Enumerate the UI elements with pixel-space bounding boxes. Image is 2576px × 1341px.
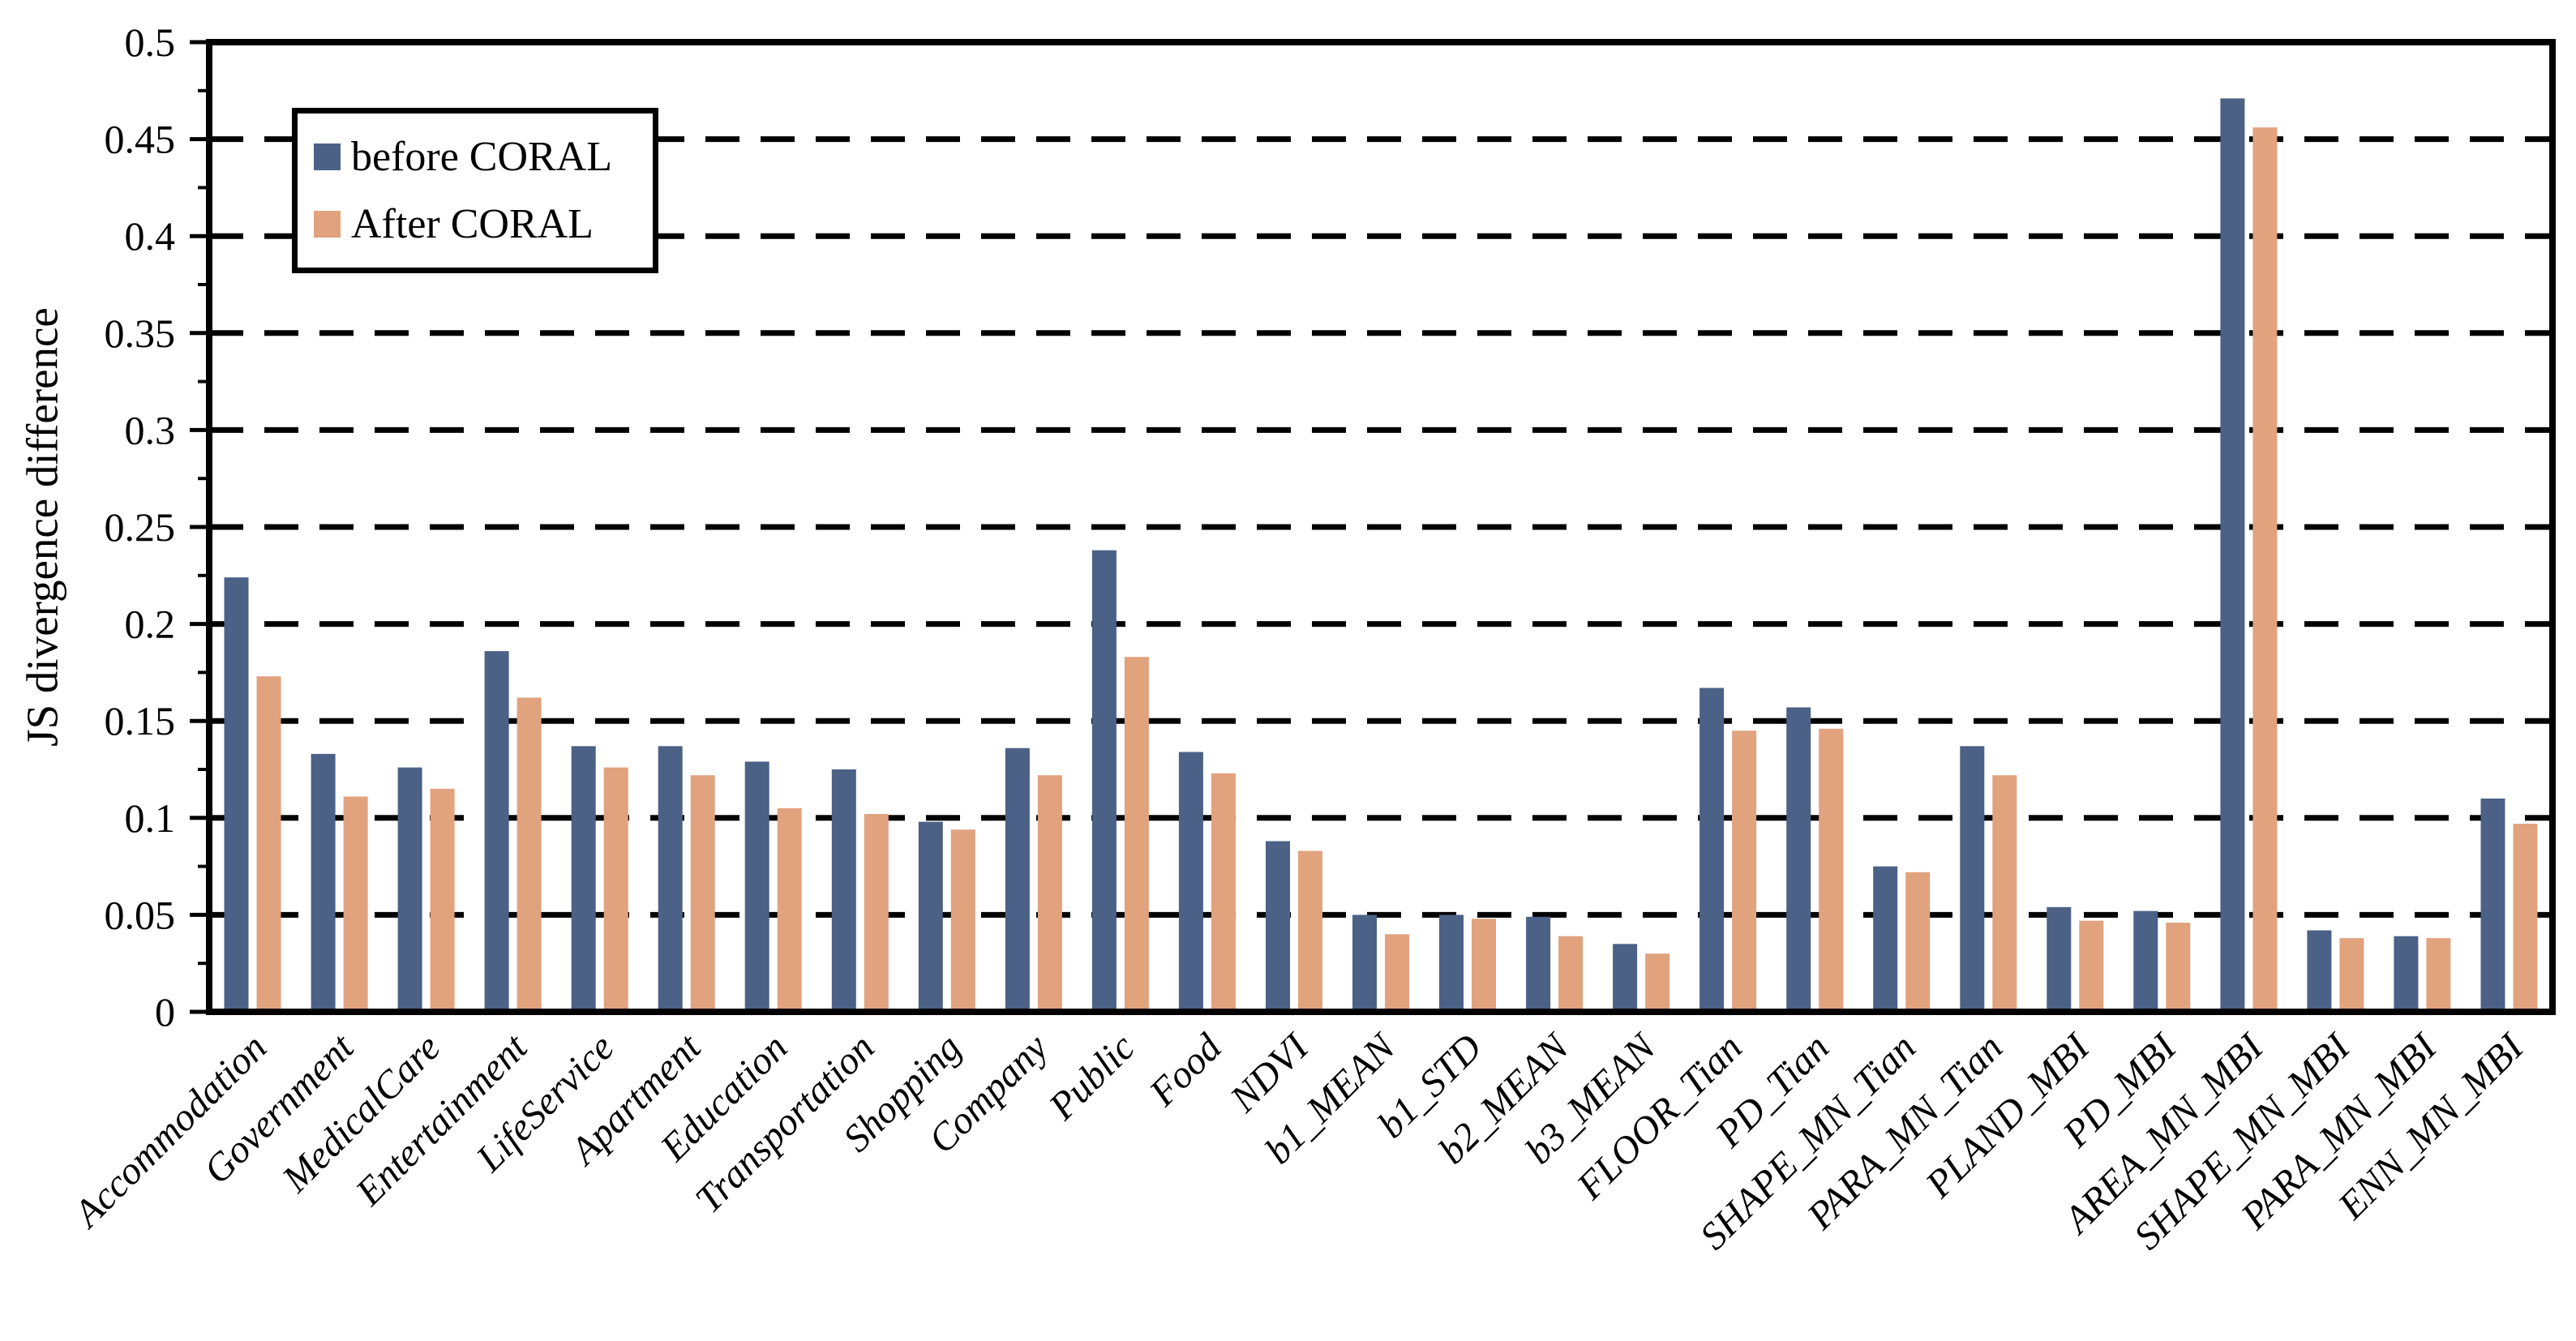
y-tick-label-0.45: 0.45 (105, 117, 176, 162)
y-tick-label-0.4: 0.4 (125, 213, 176, 259)
bar-b3_MEAN-before (1613, 944, 1638, 1012)
bar-Public-before (1091, 550, 1117, 1012)
bar-Company-before (1005, 748, 1030, 1012)
y-tick-label-0.35: 0.35 (105, 311, 176, 356)
y-tick-label-0.3: 0.3 (125, 407, 176, 452)
y-tick-label-0.1: 0.1 (125, 795, 176, 841)
bar-AREA_MN_MBI-after (2252, 127, 2278, 1013)
legend-swatch-before-coral (314, 144, 341, 170)
bar-b1_STD-after (1472, 919, 1496, 1012)
bar-Shopping-after (950, 829, 975, 1012)
bar-Food-before (1178, 752, 1203, 1012)
legend-swatch-after-coral (314, 211, 341, 238)
y-tick-label-0.05: 0.05 (105, 892, 176, 937)
bar-Entertainment-before (484, 651, 509, 1012)
bar-FLOOR_Tian-before (1699, 688, 1725, 1012)
bar-LifeService-before (571, 746, 596, 1012)
bar-PARA_MN_Tian-before (1960, 746, 1985, 1012)
y-tick-label-0.2: 0.2 (125, 602, 176, 647)
x-tick-label-Food: Food (1141, 1026, 1231, 1116)
y-tick-label-0.15: 0.15 (105, 698, 176, 743)
bar-SHAPE_MN_Tian-before (1873, 866, 1898, 1012)
bar-NDVI-before (1266, 841, 1290, 1012)
y-axis-title: JS divergence difference (17, 307, 67, 747)
bar-PARA_MN_Tian-after (1992, 775, 2017, 1012)
bar-b2_MEAN-after (1558, 936, 1584, 1012)
bar-SHAPE_MN_MBI-before (2307, 930, 2332, 1012)
legend: before CORAL After CORAL (292, 108, 658, 273)
bar-Education-before (744, 761, 769, 1012)
bar-b1_MEAN-before (1352, 915, 1377, 1012)
bar-AREA_MN_MBI-before (2220, 98, 2245, 1012)
bar-LifeService-after (603, 767, 628, 1012)
bar-PD_MBI-before (2133, 910, 2158, 1012)
bar-Apartment-before (658, 746, 683, 1012)
y-tick-label-0.5: 0.5 (125, 19, 176, 65)
bar-PD_Tian-after (1819, 728, 1844, 1012)
bar-Transportation-before (831, 769, 856, 1012)
bar-b1_STD-before (1439, 915, 1464, 1012)
bar-Entertainment-after (516, 697, 542, 1012)
bar-SHAPE_MN_MBI-after (2339, 938, 2364, 1012)
bar-Accommodation-after (256, 676, 281, 1012)
bar-Food-after (1211, 773, 1236, 1012)
x-tick-label-Public: Public (1040, 1026, 1143, 1129)
bar-MedicalCare-after (430, 788, 455, 1012)
legend-item-after-coral: After CORAL (314, 200, 653, 248)
bar-PD_Tian-before (1786, 707, 1811, 1012)
bar-SHAPE_MN_Tian-after (1905, 872, 1931, 1012)
legend-label-after-coral: After CORAL (351, 201, 594, 247)
legend-label-before-coral: before CORAL (351, 134, 613, 180)
bar-Education-after (777, 808, 802, 1012)
bar-NDVI-after (1298, 850, 1322, 1012)
legend-item-before-coral: before CORAL (314, 133, 653, 181)
bar-PARA_MN_MBI-before (2394, 936, 2419, 1012)
bar-Apartment-after (690, 775, 715, 1012)
bar-PLAND_MBI-before (2047, 906, 2072, 1012)
bar-FLOOR_Tian-after (1732, 730, 1757, 1012)
y-tick-label-0.25: 0.25 (105, 504, 176, 550)
bar-b3_MEAN-after (1645, 953, 1670, 1012)
bar-Company-after (1037, 775, 1062, 1012)
bar-Accommodation-before (224, 577, 249, 1012)
bar-ENN_MN_MBI-before (2480, 798, 2505, 1012)
y-tick-label-0: 0 (155, 989, 175, 1035)
bar-PARA_MN_MBI-after (2426, 938, 2451, 1012)
bar-Government-after (343, 796, 368, 1012)
bar-b2_MEAN-before (1526, 916, 1551, 1012)
bar-PD_MBI-after (2166, 923, 2191, 1012)
bar-b1_MEAN-after (1385, 934, 1409, 1012)
bar-Government-before (311, 753, 336, 1012)
bar-ENN_MN_MBI-after (2513, 824, 2538, 1012)
bar-PLAND_MBI-after (2079, 920, 2104, 1012)
bar-Transportation-after (864, 814, 889, 1012)
bar-Public-after (1124, 657, 1149, 1012)
bar-MedicalCare-before (397, 767, 422, 1012)
bar-Shopping-before (918, 821, 943, 1012)
